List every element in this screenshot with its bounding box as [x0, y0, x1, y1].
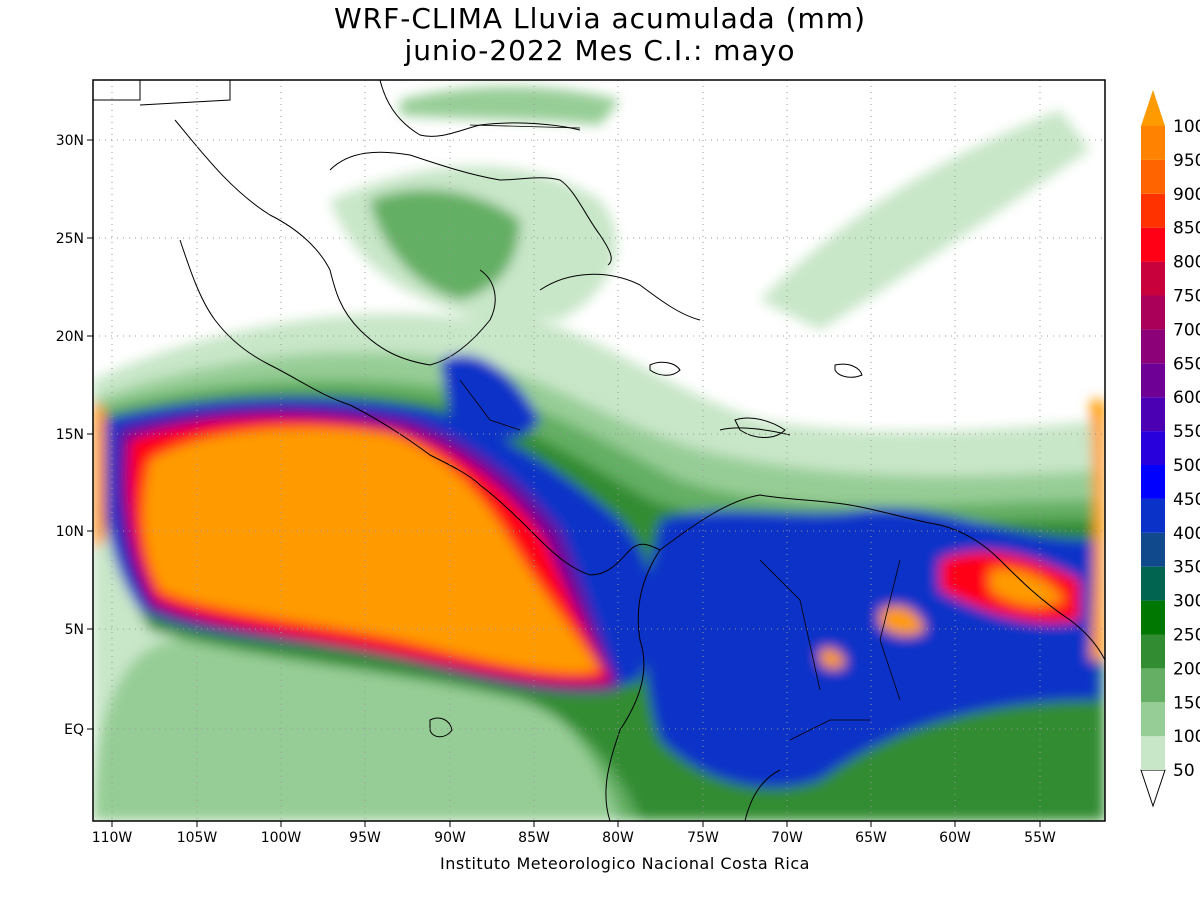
lon-tick-marks — [111, 821, 1041, 827]
lon-tick-label: 100W — [261, 830, 302, 846]
coastlines — [93, 80, 1105, 821]
lat-tick-label: 10N — [56, 524, 84, 540]
lat-tick-label: 5N — [65, 622, 84, 638]
colorbar-label: 500 — [1173, 456, 1200, 476]
colorbar-label: 650 — [1173, 354, 1200, 374]
colorbar-label: 1000 — [1173, 117, 1200, 137]
colorbar-under-triangle — [1140, 769, 1166, 808]
colorbar-band — [1141, 193, 1165, 228]
lat-tick-label: 30N — [56, 133, 84, 149]
credit-label: Instituto Meteorologico Nacional Costa R… — [440, 854, 810, 873]
colorbar-band — [1141, 397, 1165, 432]
colorbar-label: 50 — [1173, 761, 1195, 781]
lon-tick-label: 85W — [518, 830, 550, 846]
colorbar-label: 850 — [1173, 219, 1200, 239]
colorbar-band — [1141, 227, 1165, 262]
colorbar-band — [1141, 329, 1165, 364]
colorbar-label: 300 — [1173, 592, 1200, 612]
lon-tick-label: 75W — [687, 830, 719, 846]
map-frame — [92, 79, 1106, 822]
lon-tick-label: 70W — [771, 830, 803, 846]
colorbar-label: 250 — [1173, 626, 1200, 646]
lon-tick-label: 60W — [939, 830, 971, 846]
colorbar-label: 150 — [1173, 693, 1200, 713]
colorbar-band — [1141, 465, 1165, 499]
rainfall-field — [93, 80, 1105, 821]
country-borders — [459, 124, 901, 741]
colorbar-label: 550 — [1173, 422, 1200, 442]
lat-tick-label: 15N — [56, 427, 84, 443]
colorbar-band — [1141, 736, 1165, 771]
colorbar-band — [1141, 363, 1165, 398]
colorbar-band — [1141, 126, 1165, 160]
colorbar-band — [1141, 600, 1165, 635]
colorbar-label: 100 — [1173, 727, 1200, 747]
lat-tick-marks — [87, 139, 93, 730]
colorbar-band — [1141, 498, 1165, 533]
lat-tick-label: 25N — [56, 231, 84, 247]
lat-tick-label: EQ — [64, 722, 84, 738]
lon-tick-label: 90W — [434, 830, 466, 846]
lat-tick-label: 20N — [56, 329, 84, 345]
colorbar-band — [1141, 668, 1165, 703]
lon-tick-label: 105W — [177, 830, 218, 846]
lon-tick-label: 65W — [855, 830, 887, 846]
colorbar-band — [1141, 702, 1165, 737]
colorbar-band — [1141, 634, 1165, 669]
map-title-line-2: junio-2022 Mes C.I.: mayo — [404, 34, 796, 67]
colorbar-label: 400 — [1173, 524, 1200, 544]
colorbar-label: 700 — [1173, 320, 1200, 340]
colorbar-label: 800 — [1173, 253, 1200, 273]
colorbar-label: 350 — [1173, 558, 1200, 578]
lon-tick-label: 80W — [602, 830, 634, 846]
colorbar-label: 950 — [1173, 151, 1200, 171]
colorbar-band — [1141, 431, 1165, 465]
colorbar-band — [1141, 159, 1165, 194]
lon-tick-label: 55W — [1024, 830, 1056, 846]
colorbar-label: 750 — [1173, 287, 1200, 307]
colorbar-label: 900 — [1173, 185, 1200, 205]
colorbar: 50 100 150 200 250 300 350 400 450 500 550 600 650 70… — [1140, 90, 1200, 808]
colorbar-band — [1141, 295, 1165, 330]
map-title-line-1: WRF-CLIMA Lluvia acumulada (mm) — [334, 2, 866, 35]
colorbar-over-triangle — [1141, 90, 1165, 126]
colorbar-label: 450 — [1173, 490, 1200, 510]
lon-tick-label: 110W — [92, 830, 133, 846]
lon-tick-label: 95W — [349, 830, 381, 846]
colorbar-band — [1141, 532, 1165, 567]
graticule — [93, 80, 1105, 821]
colorbar-band — [1141, 566, 1165, 601]
colorbar-label: 600 — [1173, 388, 1200, 408]
colorbar-label: 200 — [1173, 659, 1200, 679]
colorbar-band — [1141, 261, 1165, 296]
